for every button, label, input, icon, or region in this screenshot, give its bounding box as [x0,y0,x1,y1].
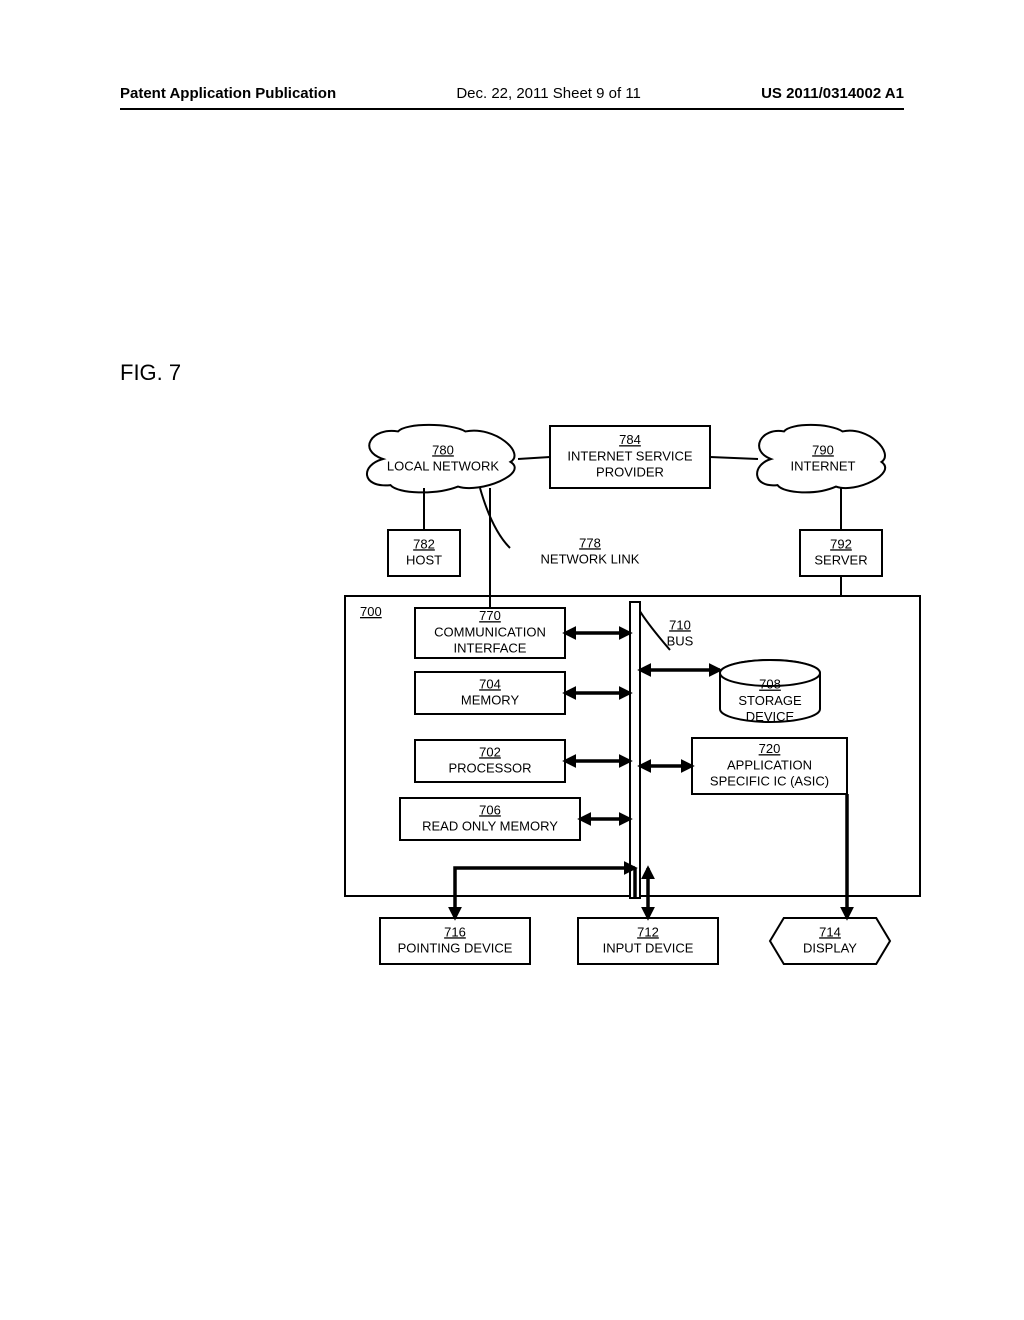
svg-text:INPUT DEVICE: INPUT DEVICE [603,941,694,956]
svg-text:780: 780 [432,442,454,457]
svg-text:DISPLAY: DISPLAY [803,941,857,956]
svg-text:HOST: HOST [406,553,442,568]
header-rule [120,108,904,110]
svg-text:SPECIFIC IC (ASIC): SPECIFIC IC (ASIC) [710,774,829,789]
svg-text:704: 704 [479,676,501,691]
svg-text:PROCESSOR: PROCESSOR [448,761,531,776]
svg-text:792: 792 [830,536,852,551]
svg-text:720: 720 [759,741,781,756]
header-center: Dec. 22, 2011 Sheet 9 of 11 [456,85,641,102]
header-left: Patent Application Publication [120,85,336,102]
svg-text:714: 714 [819,924,841,939]
svg-text:STORAGE: STORAGE [738,693,802,708]
svg-text:778: 778 [579,535,601,550]
svg-text:712: 712 [637,924,659,939]
figure-7-diagram: 700 780 LOCAL NETWORK 784INTERNET SERVICE PR… [230,390,930,1000]
figure-label: FIG. 7 [120,360,181,386]
svg-text:782: 782 [413,536,435,551]
svg-text:716: 716 [444,924,466,939]
svg-text:708: 708 [759,677,781,692]
svg-text:INTERFACE: INTERFACE [454,641,527,656]
svg-text:790: 790 [812,442,834,457]
svg-text:COMMUNICATION: COMMUNICATION [434,624,546,639]
svg-text:INTERNET SERVICE: INTERNET SERVICE [567,448,693,463]
svg-text:DEVICE: DEVICE [746,709,795,724]
svg-text:702: 702 [479,744,501,759]
svg-text:APPLICATION: APPLICATION [727,757,812,772]
page-header: Patent Application Publication Dec. 22, … [0,85,1024,102]
svg-text:POINTING DEVICE: POINTING DEVICE [398,941,513,956]
svg-text:NETWORK LINK: NETWORK LINK [541,552,640,567]
header-right: US 2011/0314002 A1 [761,85,904,102]
svg-text:BUS: BUS [667,634,694,649]
svg-text:INTERNET: INTERNET [791,459,856,474]
svg-text:700: 700 [360,604,382,619]
svg-text:770: 770 [479,608,501,623]
svg-text:PROVIDER: PROVIDER [596,465,664,480]
svg-text:710: 710 [669,617,691,632]
svg-text:784: 784 [619,432,641,447]
svg-text:SERVER: SERVER [814,553,867,568]
svg-text:706: 706 [479,802,501,817]
svg-text:LOCAL NETWORK: LOCAL NETWORK [387,459,500,474]
svg-text:READ ONLY MEMORY: READ ONLY MEMORY [422,819,558,834]
svg-text:MEMORY: MEMORY [461,693,520,708]
